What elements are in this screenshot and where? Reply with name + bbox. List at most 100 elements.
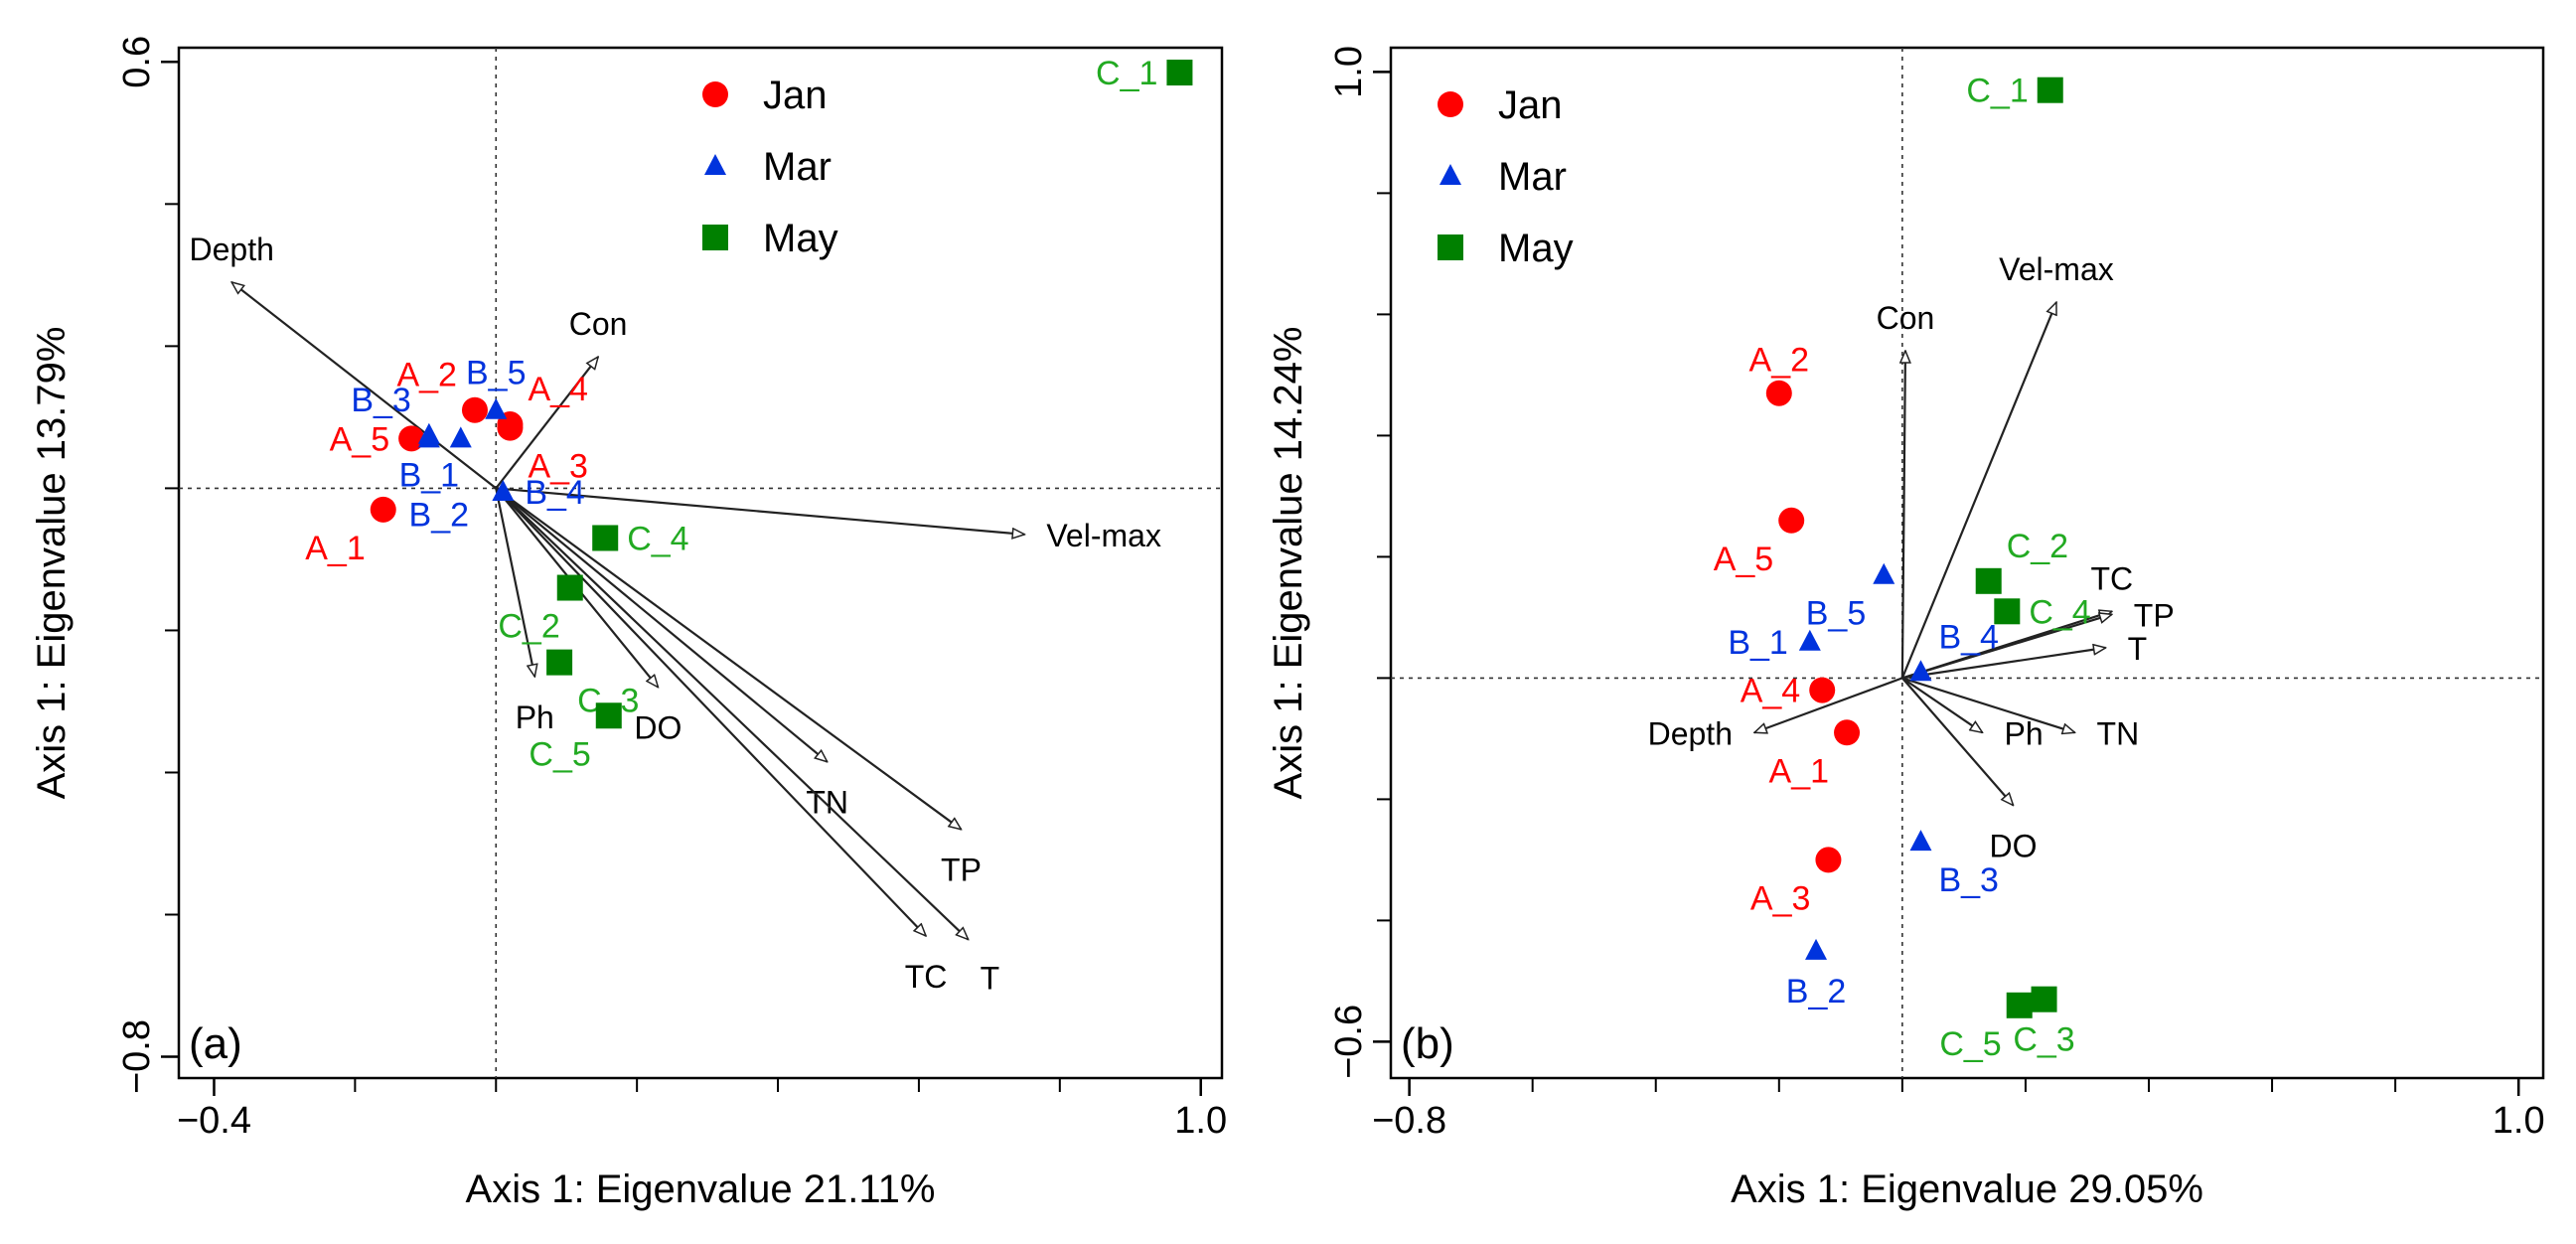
point-label: B_2 — [1786, 973, 1847, 1011]
point-label: B_4 — [525, 474, 585, 512]
data-point — [1778, 507, 1805, 534]
vector-arrow — [1901, 677, 1983, 732]
vector-label: Vel-max — [1046, 518, 1161, 553]
point-label: A_2 — [1749, 342, 1810, 380]
data-point — [1873, 562, 1895, 584]
legend-marker — [702, 81, 728, 107]
vector-arrow — [495, 487, 961, 829]
point-label: A_1 — [305, 530, 366, 567]
vector-arrow — [495, 487, 968, 939]
plot-frame — [1389, 46, 2545, 1080]
y-tick-label: −0.6 — [1328, 1005, 1370, 1079]
point-label: C_5 — [529, 735, 590, 773]
point-label: B_5 — [1806, 595, 1867, 633]
legend-label: Jan — [1498, 83, 1563, 127]
point-label: A_2 — [396, 357, 457, 394]
point-label: C_5 — [1939, 1025, 2001, 1063]
point-label: A_4 — [528, 371, 588, 408]
vector-label: TC — [2090, 560, 2133, 596]
y-tick-label: −0.8 — [116, 1019, 158, 1094]
data-point — [595, 702, 622, 729]
point-label: A_1 — [1769, 752, 1830, 790]
x-axis-title: Axis 1: Eigenvalue 29.05% — [1731, 1167, 2203, 1211]
data-point — [546, 649, 573, 676]
data-point — [1166, 60, 1193, 86]
point-label: A_3 — [1750, 879, 1811, 917]
point-label: B_2 — [409, 496, 470, 534]
legend-marker — [1438, 234, 1463, 260]
point-label: C_1 — [1096, 55, 1157, 92]
data-point — [1909, 830, 1932, 852]
vector-arrow — [1900, 302, 2057, 679]
x-tick-label: 1.0 — [2493, 1100, 2545, 1142]
vector-arrow — [495, 487, 827, 761]
vector-arrow — [1901, 677, 2075, 732]
legend-label: May — [763, 217, 838, 260]
data-point — [1765, 380, 1792, 406]
point-label: B_1 — [1728, 624, 1788, 662]
point-label: C_2 — [498, 608, 559, 646]
point-label: A_5 — [1714, 541, 1774, 578]
point-label: B_1 — [399, 456, 460, 494]
data-point — [1994, 598, 2021, 625]
point-label: A_5 — [330, 420, 390, 458]
point-label: B_5 — [466, 355, 527, 392]
vector-label: TC — [905, 959, 948, 995]
data-point — [1809, 677, 1836, 703]
vector-label: DO — [634, 710, 682, 746]
data-point — [1834, 719, 1861, 746]
vector-label: Con — [1877, 300, 1935, 336]
vector-label: Ph — [516, 700, 554, 735]
point-label: A_3 — [528, 448, 588, 486]
point-label: B_4 — [1938, 618, 1999, 656]
vector-arrow — [495, 488, 534, 677]
legend-marker — [704, 154, 726, 175]
legend-marker — [1440, 164, 1461, 185]
vector-arrow — [1901, 677, 2014, 805]
vector-arrow — [1902, 351, 1905, 679]
vector-label: TP — [941, 853, 982, 888]
data-point — [1909, 660, 1932, 682]
vector-arrow — [496, 487, 1024, 534]
data-point — [1798, 629, 1821, 651]
x-tick-label: −0.4 — [177, 1100, 251, 1142]
data-point — [492, 479, 515, 501]
legend-marker — [1438, 91, 1463, 117]
y-tick-label: 0.6 — [116, 36, 158, 88]
panel-b: −0.8 1.0 −0.6 1.0 Axis 1: Eigenvalue 29.05% A… — [1267, 46, 2545, 1211]
y-axis-title: Axis 1: Eigenvalue 14.24% — [1267, 327, 1310, 800]
vector-arrow — [1754, 677, 1903, 732]
legend-label: Jan — [763, 74, 828, 117]
vector-arrow — [1901, 614, 2112, 680]
vector-label: TP — [2134, 597, 2175, 633]
point-label: B_3 — [351, 382, 411, 419]
vector-arrow — [1901, 648, 2106, 680]
data-point — [592, 525, 619, 551]
data-point — [2006, 992, 2033, 1018]
legend-marker — [702, 225, 728, 250]
point-label: A_4 — [1741, 673, 1801, 710]
x-tick-label: −0.8 — [1372, 1100, 1446, 1142]
data-point — [370, 496, 396, 523]
panel-a: −0.4 1.0 −0.8 0.6 Axis 1: Eigenvalue 21.11% A… — [30, 36, 1227, 1211]
vector-arrow — [495, 487, 926, 936]
data-point — [449, 426, 472, 448]
legend-label: Mar — [1498, 155, 1567, 199]
point-label: C_2 — [2007, 528, 2068, 565]
vector-label: TN — [2097, 715, 2140, 751]
panel-label: (b) — [1401, 1019, 1454, 1068]
data-point — [1805, 938, 1828, 960]
vector-label: Con — [569, 306, 628, 342]
panel-label: (a) — [189, 1019, 242, 1068]
data-point — [2037, 77, 2063, 103]
plot-frame — [177, 46, 1224, 1080]
data-point — [398, 425, 425, 452]
data-point — [1815, 847, 1842, 873]
vector-label: Vel-max — [1999, 251, 2114, 287]
point-label: C_4 — [627, 520, 688, 557]
point-label: C_1 — [1966, 73, 2028, 110]
vector-label: Depth — [190, 232, 274, 267]
legend-label: Mar — [763, 145, 832, 189]
